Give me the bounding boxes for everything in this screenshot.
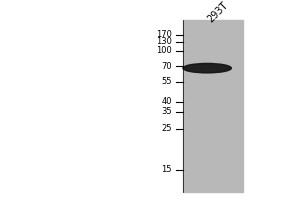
Text: 170: 170 xyxy=(156,30,172,39)
Text: 25: 25 xyxy=(161,124,172,133)
Text: 55: 55 xyxy=(161,77,172,86)
Text: 293T: 293T xyxy=(205,0,230,24)
Text: 40: 40 xyxy=(161,97,172,106)
Text: 70: 70 xyxy=(161,62,172,71)
Bar xyxy=(183,20,242,192)
Text: 100: 100 xyxy=(156,46,172,55)
Text: 35: 35 xyxy=(161,107,172,116)
Text: 15: 15 xyxy=(161,165,172,174)
Text: 130: 130 xyxy=(156,37,172,46)
Ellipse shape xyxy=(183,63,231,73)
